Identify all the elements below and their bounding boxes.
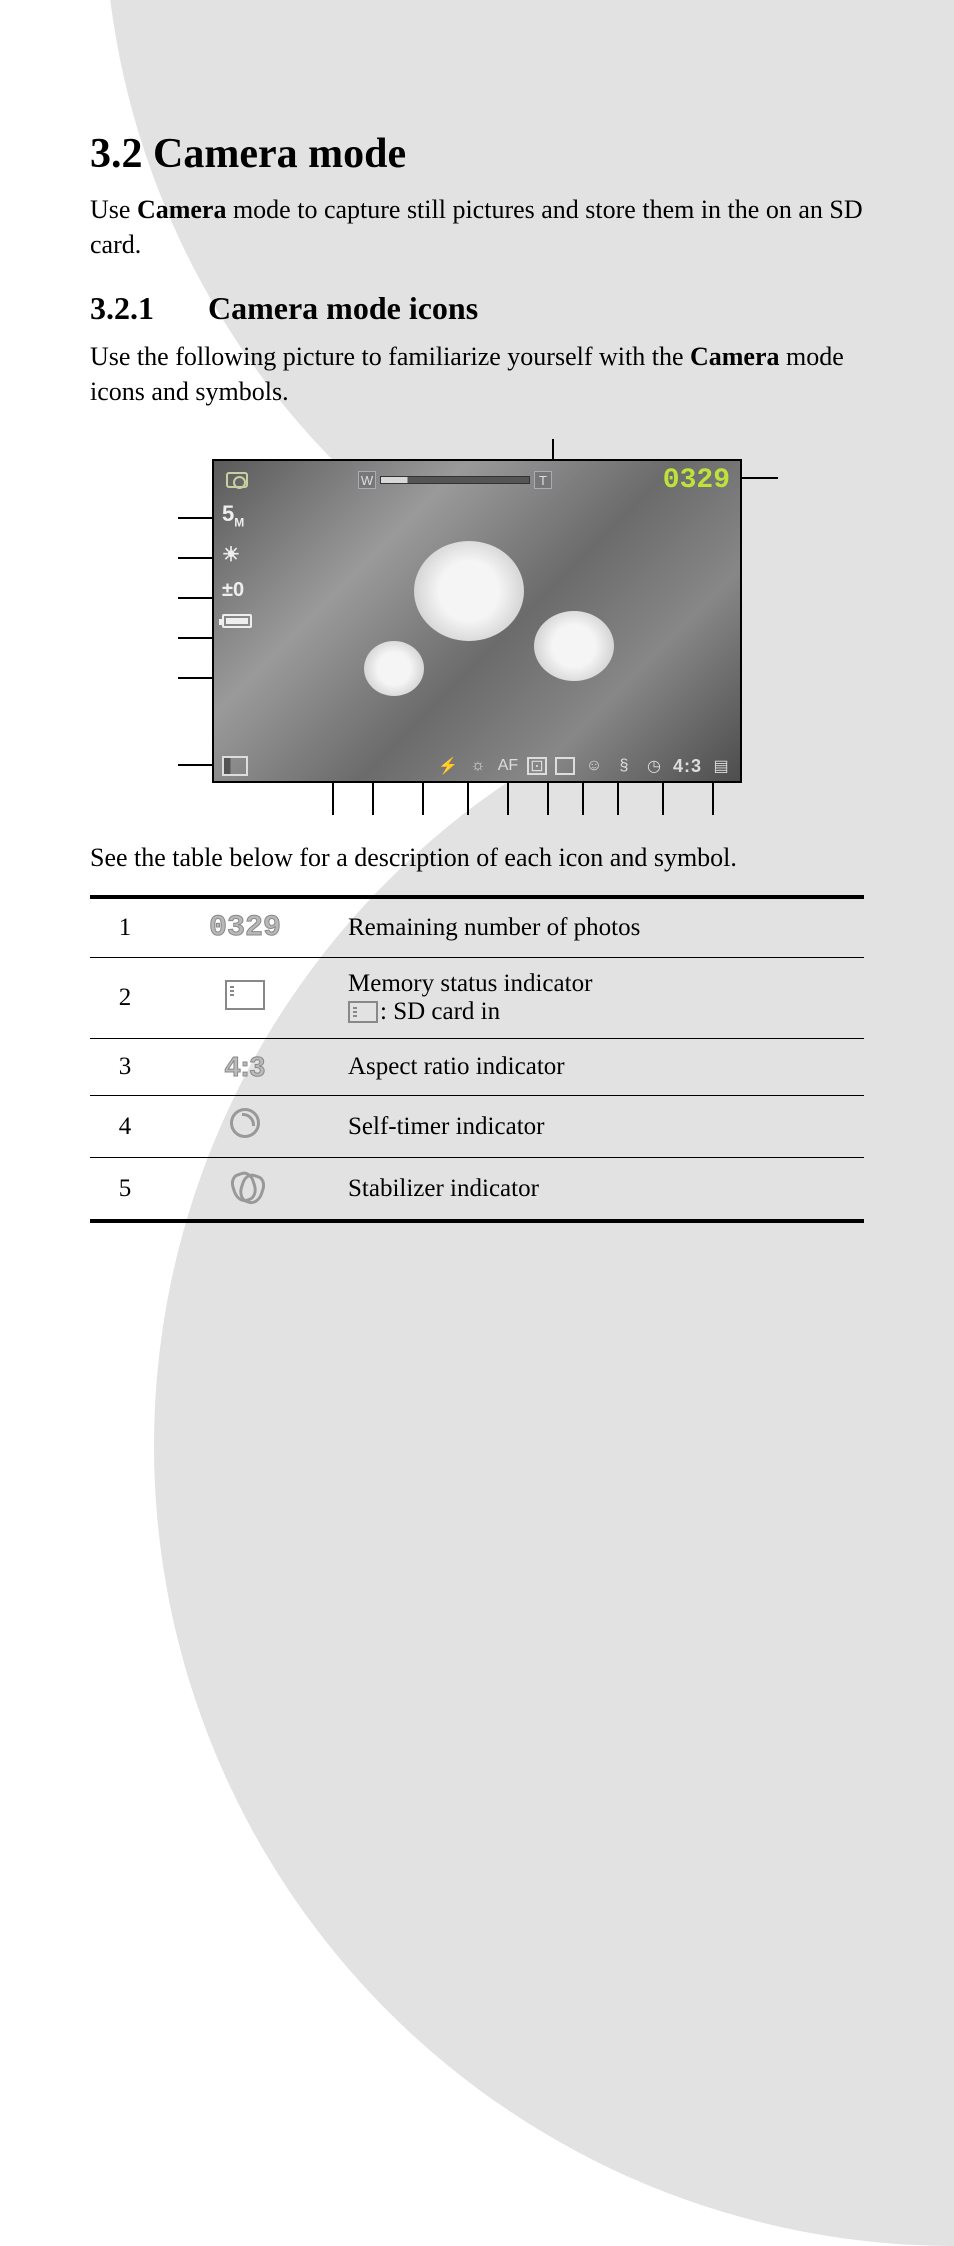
callout-tick xyxy=(742,477,778,479)
callout-tick xyxy=(178,637,212,639)
photo-blossom xyxy=(364,641,424,696)
text: Memory status indicator xyxy=(348,970,592,997)
row-icon-cell: 0329 xyxy=(160,897,330,958)
zoom-bar xyxy=(380,476,530,484)
text: Use xyxy=(90,195,137,224)
row-description: Remaining number of photos xyxy=(330,897,864,958)
table-row: 1 0329 Remaining number of photos xyxy=(90,897,864,958)
self-timer-icon xyxy=(230,1108,260,1138)
callout-tick xyxy=(178,677,212,679)
aspect-ratio-indicator: 4:3 xyxy=(673,756,702,777)
row-number: 3 xyxy=(90,1039,160,1096)
callout-tick xyxy=(372,783,374,815)
row-icon-cell: 4:3 xyxy=(160,1039,330,1096)
focus-area-icon: ⊡ xyxy=(527,757,547,775)
sd-card-icon xyxy=(225,980,265,1010)
row-number: 4 xyxy=(90,1096,160,1158)
section-heading: 3.2 Camera mode xyxy=(90,130,864,178)
table-row: 2 Memory status indicator : SD card in xyxy=(90,958,864,1039)
section-title: Camera mode xyxy=(153,131,406,177)
table-row: 4 Self-timer indicator xyxy=(90,1096,864,1158)
subsection-heading: 3.2.1 Camera mode icons xyxy=(90,290,864,327)
subsection-number: 3.2.1 xyxy=(90,290,200,327)
self-timer-icon: ◷ xyxy=(643,755,665,777)
text-bold: Camera xyxy=(690,342,780,371)
section-intro: Use Camera mode to capture still picture… xyxy=(90,192,864,262)
lcd-left-column: 5M ☀ ±0 xyxy=(222,501,252,627)
text: 5 xyxy=(222,501,234,526)
brightness-icon: ☼ xyxy=(467,755,489,777)
callout-tick xyxy=(178,517,212,519)
aspect-ratio-icon: 4:3 xyxy=(225,1051,265,1082)
camera-lcd-figure: W T 0329 5M ☀ ±0 ⚡ ☼ AF ⊡ ☺ § xyxy=(212,459,742,783)
row-description: Memory status indicator : SD card in xyxy=(330,958,864,1039)
white-balance-icon: ☀ xyxy=(222,542,252,567)
row-description: Self-timer indicator xyxy=(330,1096,864,1158)
callout-tick xyxy=(552,439,554,459)
row-description: Stabilizer indicator xyxy=(330,1158,864,1222)
histogram-icon: ▤ xyxy=(710,755,732,777)
sd-card-icon xyxy=(222,756,248,776)
row-icon-cell xyxy=(160,958,330,1039)
zoom-tele-label: T xyxy=(534,471,552,489)
text: Use the following picture to familiarize… xyxy=(90,342,690,371)
flash-icon: ⚡ xyxy=(437,755,459,777)
battery-icon xyxy=(222,614,252,628)
callout-tick xyxy=(178,764,212,766)
zoom-wide-label: W xyxy=(358,471,376,489)
stabilizer-icon xyxy=(230,1170,260,1200)
callout-tick xyxy=(178,597,212,599)
lcd-top-bar: W T 0329 xyxy=(214,467,740,493)
stabilizer-icon: § xyxy=(613,755,635,777)
photo-blossom xyxy=(534,611,614,681)
resolution-indicator: 5M xyxy=(222,501,252,529)
callout-tick xyxy=(662,783,664,815)
callout-tick xyxy=(507,783,509,815)
text-bold: Camera xyxy=(137,195,227,224)
sd-card-icon xyxy=(348,1001,378,1023)
text: M xyxy=(234,516,244,530)
callout-tick xyxy=(422,783,424,815)
photo-blossom xyxy=(414,541,524,641)
callout-tick xyxy=(547,783,549,815)
section-number: 3.2 xyxy=(90,131,143,177)
ev-indicator: ±0 xyxy=(222,579,252,602)
callout-tick xyxy=(467,783,469,815)
row-description: Aspect ratio indicator xyxy=(330,1039,864,1096)
camera-lcd: W T 0329 5M ☀ ±0 ⚡ ☼ AF ⊡ ☺ § xyxy=(212,459,742,783)
callout-tick xyxy=(712,783,714,815)
text: : SD card in xyxy=(380,998,500,1025)
icon-description-table: 1 0329 Remaining number of photos 2 Memo… xyxy=(90,895,864,1223)
camera-mode-icon xyxy=(226,472,248,488)
row-number: 5 xyxy=(90,1158,160,1222)
callout-tick xyxy=(582,783,584,815)
lcd-bottom-bar: ⚡ ☼ AF ⊡ ☺ § ◷ 4:3 ▤ xyxy=(214,755,740,777)
row-number: 2 xyxy=(90,958,160,1039)
table-row: 3 4:3 Aspect ratio indicator xyxy=(90,1039,864,1096)
row-icon-cell xyxy=(160,1096,330,1158)
callout-tick xyxy=(617,783,619,815)
remaining-count-icon: 0329 xyxy=(209,911,281,945)
remaining-photos-count: 0329 xyxy=(663,465,730,496)
table-row: 5 Stabilizer indicator xyxy=(90,1158,864,1222)
callout-tick xyxy=(178,557,212,559)
face-icon: ☺ xyxy=(583,755,605,777)
callout-tick xyxy=(332,783,334,815)
row-number: 1 xyxy=(90,897,160,958)
table-intro: See the table below for a description of… xyxy=(90,843,864,873)
subsection-intro: Use the following picture to familiarize… xyxy=(90,339,864,409)
metering-icon xyxy=(555,757,575,775)
af-indicator: AF xyxy=(497,755,519,777)
subsection-title: Camera mode icons xyxy=(208,290,478,326)
row-icon-cell xyxy=(160,1158,330,1222)
